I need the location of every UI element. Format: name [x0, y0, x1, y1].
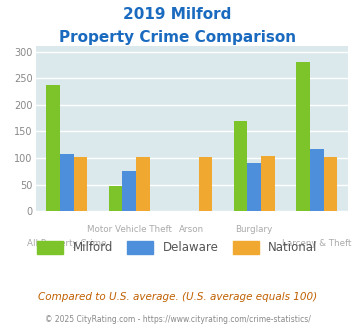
Bar [198, 157, 212, 211]
Bar [247, 163, 261, 211]
Legend: Milford, Delaware, National: Milford, Delaware, National [37, 241, 318, 254]
Bar [310, 149, 323, 211]
Text: © 2025 CityRating.com - https://www.cityrating.com/crime-statistics/: © 2025 CityRating.com - https://www.city… [45, 315, 310, 324]
Bar [323, 157, 337, 211]
Text: All Property Crime: All Property Crime [27, 239, 106, 248]
Bar [122, 171, 136, 211]
Bar [60, 154, 73, 211]
Text: 2019 Milford: 2019 Milford [123, 7, 232, 21]
Text: Burglary: Burglary [236, 225, 273, 234]
Text: Larceny & Theft: Larceny & Theft [282, 239, 351, 248]
Text: Property Crime Comparison: Property Crime Comparison [59, 30, 296, 45]
Bar [73, 157, 87, 211]
Bar [46, 84, 60, 211]
Bar [234, 121, 247, 211]
Bar [109, 186, 122, 211]
Bar [296, 62, 310, 211]
Text: Motor Vehicle Theft: Motor Vehicle Theft [87, 225, 172, 234]
Text: Arson: Arson [179, 225, 204, 234]
Text: Compared to U.S. average. (U.S. average equals 100): Compared to U.S. average. (U.S. average … [38, 292, 317, 302]
Bar [136, 157, 150, 211]
Bar [261, 156, 275, 211]
